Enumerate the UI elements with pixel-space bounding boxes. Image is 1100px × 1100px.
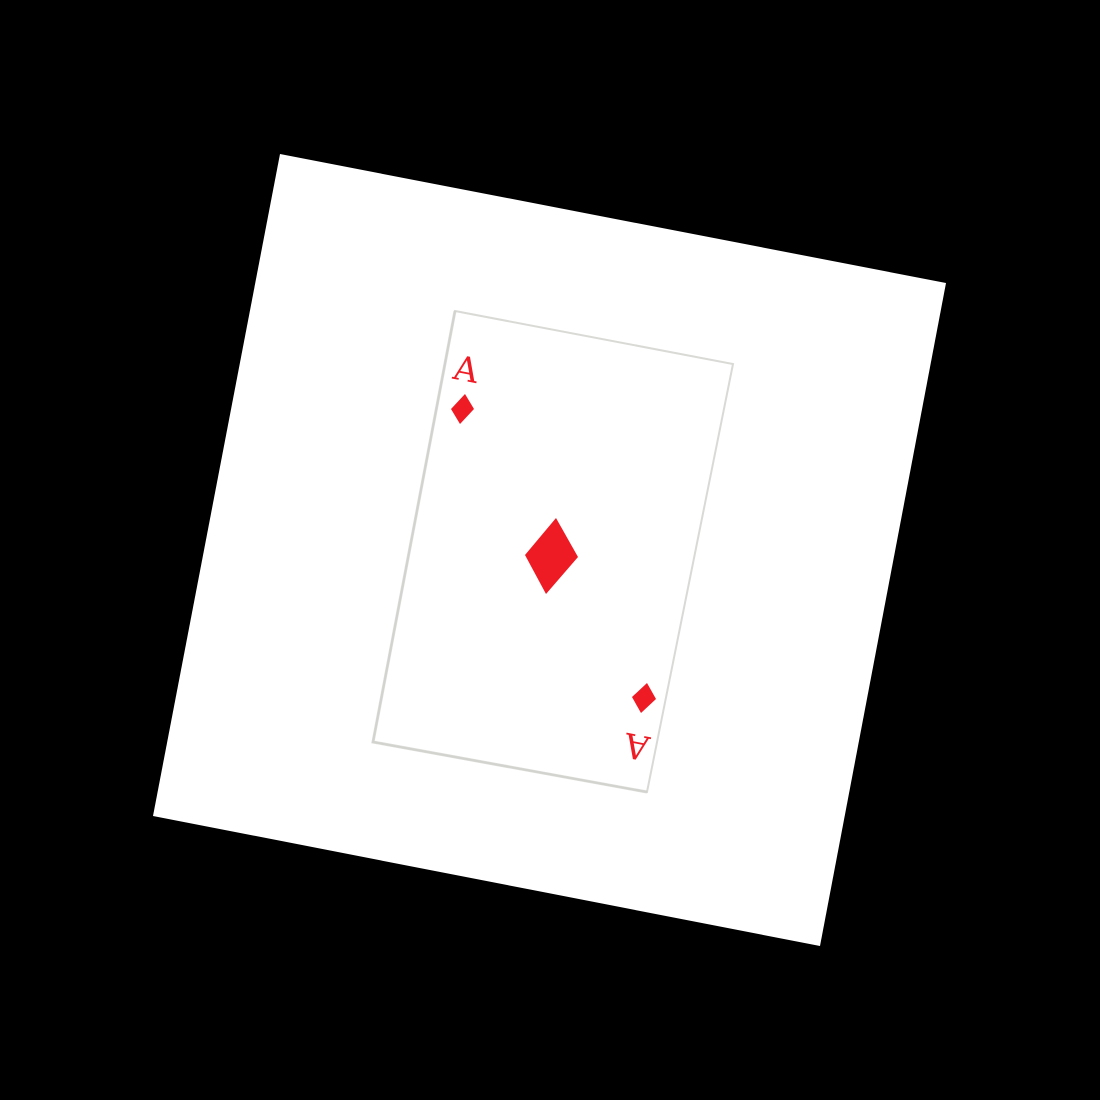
center-diamond-icon <box>525 518 578 594</box>
top-diamond-icon <box>451 394 474 424</box>
bottom-diamond-icon <box>632 683 656 713</box>
card-edge-shadow <box>371 310 648 794</box>
playing-card: A A <box>371 309 735 794</box>
